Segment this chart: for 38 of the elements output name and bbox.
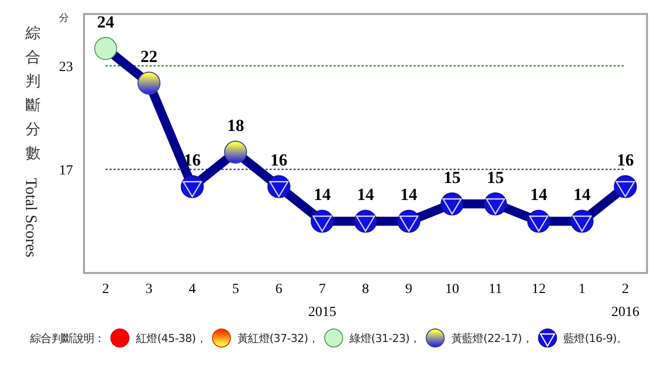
x-tick-label: 3: [145, 282, 152, 297]
data-label: 22: [140, 47, 158, 66]
text: 2015: [308, 305, 336, 320]
data-label: 16: [270, 150, 288, 170]
x-tick-label: 7: [318, 282, 326, 297]
x-tick-label: 6: [275, 282, 282, 297]
x-tick-label: 5: [232, 282, 240, 297]
x-tick-label: 8: [362, 282, 369, 297]
data-label: 14: [574, 185, 592, 204]
data-label: 16: [184, 150, 201, 170]
data-label: 24: [97, 12, 115, 32]
x-tick-label: 2: [102, 282, 110, 297]
data-label: 15: [486, 168, 504, 187]
text: 藍燈(16-9)。: [564, 332, 628, 345]
data-label: 15: [444, 168, 461, 187]
x-tick-label: 2: [622, 282, 629, 297]
ytick: 23: [59, 60, 73, 75]
text: 紅燈(45-38)，: [136, 332, 206, 345]
data-label: 14: [530, 185, 548, 204]
data-label: 18: [227, 116, 244, 136]
data-label: 16: [616, 150, 634, 170]
x-tick-label: 1: [578, 282, 586, 297]
text: 分: [59, 12, 69, 24]
x-tick-label: 9: [405, 282, 412, 297]
x-tick-label: 10: [445, 282, 460, 297]
data-label: 14: [314, 185, 332, 204]
x-tick-label: 4: [188, 282, 196, 297]
data-label: 14: [400, 185, 418, 204]
ylabel: 綜合判斷分數 Total Scores: [22, 24, 40, 258]
text: 2016: [611, 305, 640, 320]
text: 黃紅燈(37-32)，: [237, 332, 319, 345]
data-label: 14: [357, 185, 374, 204]
x-tick-label: 12: [532, 282, 546, 297]
x-tick-label: 11: [488, 282, 502, 297]
text: 綜合判斷說明：: [29, 332, 105, 345]
text: 黃藍燈(22-17)，: [451, 332, 532, 345]
text: 綠燈(31-23)，: [348, 332, 420, 345]
ytick: 17: [59, 163, 73, 178]
